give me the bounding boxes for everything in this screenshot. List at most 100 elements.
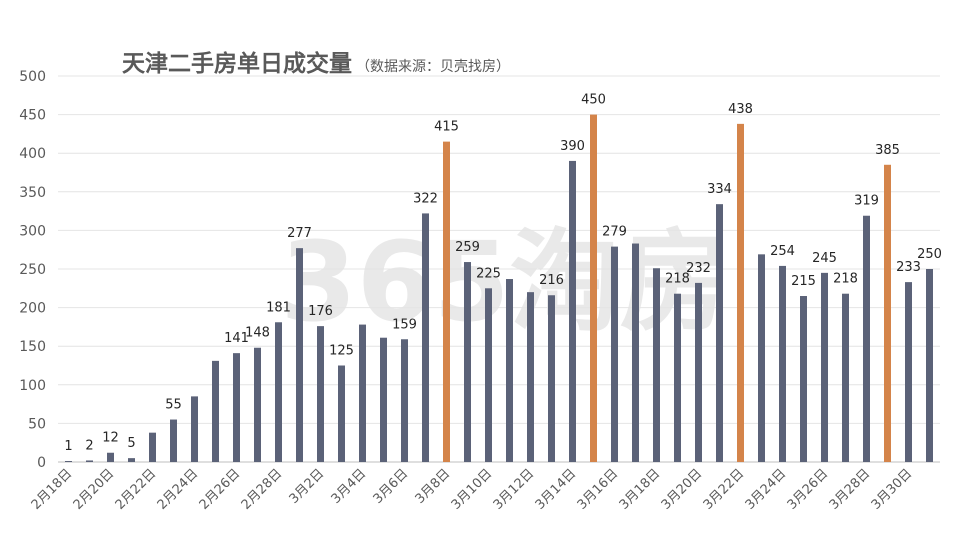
- x-tick-label: 3月2日: [287, 466, 328, 507]
- data-label: 215: [791, 274, 816, 289]
- bar: [611, 246, 618, 462]
- data-label: 2: [85, 438, 93, 453]
- bar: [380, 337, 387, 462]
- y-tick-label: 250: [19, 262, 46, 278]
- bar: [590, 114, 597, 462]
- bar: [401, 339, 408, 462]
- bar: [863, 215, 870, 462]
- data-label: 438: [728, 102, 753, 117]
- data-label: 225: [476, 266, 501, 281]
- bar: [716, 204, 723, 463]
- bar: [506, 279, 513, 462]
- x-tick-label: 3月12日: [491, 466, 538, 513]
- data-label: 232: [686, 261, 711, 276]
- bar: [569, 160, 576, 463]
- data-label: 245: [812, 251, 837, 266]
- bar: [422, 213, 429, 462]
- data-label: 216: [539, 273, 564, 288]
- bar: [653, 268, 660, 462]
- x-tick-label: 2月22日: [113, 466, 160, 513]
- x-tick-label: 2月26日: [197, 466, 244, 513]
- bar: [821, 272, 828, 462]
- y-tick-label: 400: [19, 146, 46, 162]
- x-tick-label: 3月4日: [329, 466, 370, 507]
- bar: [884, 164, 891, 462]
- data-label: 385: [875, 143, 900, 158]
- data-label: 279: [602, 225, 627, 240]
- y-tick-label: 50: [28, 416, 46, 432]
- bar: [905, 282, 912, 462]
- y-tick-label: 0: [37, 455, 46, 471]
- x-tick-label: 3月16日: [575, 466, 622, 513]
- data-label: 254: [770, 244, 795, 259]
- bar: [338, 365, 345, 462]
- x-tick-label: 3月24日: [743, 466, 790, 513]
- bar: [485, 288, 492, 462]
- data-label: 450: [581, 93, 606, 108]
- bar: [170, 419, 177, 462]
- bar: [275, 322, 282, 462]
- x-tick-label: 2月18日: [29, 466, 76, 513]
- data-label: 322: [413, 191, 438, 206]
- bar: [464, 262, 471, 462]
- bar: [527, 292, 534, 462]
- bar: [737, 123, 744, 462]
- bar: [86, 460, 93, 462]
- bar: [674, 293, 681, 462]
- data-label: 259: [455, 240, 480, 255]
- data-label: 12: [102, 431, 119, 446]
- bar: [212, 360, 219, 462]
- data-label: 125: [329, 344, 354, 359]
- x-tick-label: 3月14日: [533, 466, 580, 513]
- x-tick-label: 3月22日: [701, 466, 748, 513]
- y-tick-label: 150: [19, 339, 46, 355]
- bar: [842, 293, 849, 462]
- x-tick-label: 3月10日: [449, 466, 496, 513]
- bar: [359, 324, 366, 462]
- chart-title-block: 天津二手房单日成交量 （数据来源：贝壳找房）: [122, 44, 510, 78]
- bar: [548, 295, 555, 462]
- y-tick-label: 200: [19, 301, 46, 317]
- bar: [443, 141, 450, 462]
- data-label: 218: [833, 272, 858, 287]
- data-label: 55: [165, 398, 182, 413]
- x-tick-label: 3月8日: [413, 466, 454, 507]
- data-label: 415: [434, 120, 459, 135]
- data-label: 218: [665, 272, 690, 287]
- chart-title: 天津二手房单日成交量: [122, 51, 352, 77]
- data-label: 141: [224, 331, 249, 346]
- y-tick-label: 100: [19, 378, 46, 394]
- data-label: 1: [64, 439, 72, 454]
- data-label: 390: [560, 139, 585, 154]
- y-tick-label: 450: [19, 108, 46, 124]
- x-tick-label: 2月28日: [239, 466, 286, 513]
- y-tick-label: 500: [19, 69, 46, 85]
- data-label: 5: [127, 436, 135, 451]
- x-tick-label: 2月24日: [155, 466, 202, 513]
- bar: [254, 347, 261, 462]
- bar: [128, 458, 135, 462]
- bar: [779, 265, 786, 462]
- data-label: 181: [266, 300, 291, 315]
- bar: [296, 248, 303, 462]
- x-tick-label: 3月6日: [371, 466, 412, 507]
- bar: [107, 452, 114, 462]
- y-tick-label: 350: [19, 185, 46, 201]
- x-tick-label: 3月20日: [659, 466, 706, 513]
- bar: [149, 432, 156, 462]
- x-tick-label: 3月30日: [869, 466, 916, 513]
- bar: [758, 254, 765, 462]
- x-tick-label: 3月28日: [827, 466, 874, 513]
- bar: [233, 353, 240, 462]
- bar: [191, 396, 198, 462]
- bar: [800, 296, 807, 462]
- data-label: 176: [308, 304, 333, 319]
- data-label: 148: [245, 326, 270, 341]
- bar: [632, 243, 639, 462]
- y-tick-label: 300: [19, 223, 46, 239]
- data-label: 250: [917, 247, 942, 262]
- data-label: 233: [896, 260, 921, 275]
- chart-subtitle: （数据来源：贝壳找房）: [356, 59, 510, 75]
- watermark: 365淘房: [280, 218, 730, 346]
